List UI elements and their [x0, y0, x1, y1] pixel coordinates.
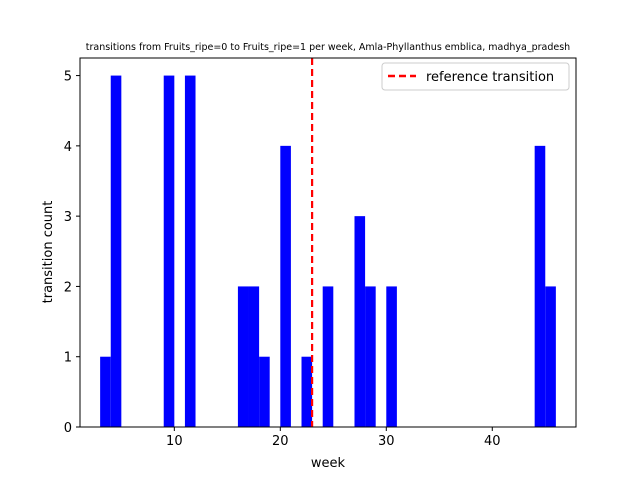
bar-week-17: [237, 286, 249, 427]
legend-label: reference transition: [426, 70, 554, 85]
y-tick-label: 5: [64, 70, 72, 85]
legend: reference transition: [381, 62, 570, 91]
legend-box: [381, 62, 570, 91]
y-tick-label: 4: [64, 140, 72, 155]
bar-week-46: [545, 286, 556, 427]
bar-week-29: [365, 286, 376, 427]
y-tick-label: 1: [64, 351, 72, 366]
y-tick-label: 0: [64, 421, 72, 436]
bar-week-19: [259, 356, 270, 427]
bar-week-28: [354, 216, 366, 427]
bar-week-18: [248, 286, 260, 427]
axes-group: [79, 57, 577, 428]
bar-week-23: [301, 356, 313, 427]
bar-week-21: [280, 145, 291, 427]
chart-title: transitions from Fruits_ripe=0 to Fruits…: [86, 42, 570, 53]
x-axis-label: week: [311, 456, 346, 471]
plot-frame: [79, 57, 577, 428]
bar-week-31: [386, 286, 397, 427]
y-tick-label: 3: [64, 210, 72, 225]
bar-week-10: [163, 75, 175, 428]
x-tick-label: 30: [378, 434, 395, 449]
x-tick-label: 20: [272, 434, 289, 449]
bars-group: [100, 75, 556, 428]
bar-week-4: [100, 356, 111, 427]
x-tick-label: 10: [166, 434, 183, 449]
bar-week-45: [534, 145, 546, 427]
bar-week-12: [184, 75, 196, 428]
bar-week-5: [110, 75, 122, 428]
bar-week-25: [322, 286, 334, 427]
x-tick-label: 40: [484, 434, 501, 449]
y-axis-label: transition count: [41, 201, 56, 304]
ticks-group: 10 20 30 40 0 1 2 3 4 5: [64, 70, 501, 449]
y-tick-label: 2: [64, 280, 72, 295]
